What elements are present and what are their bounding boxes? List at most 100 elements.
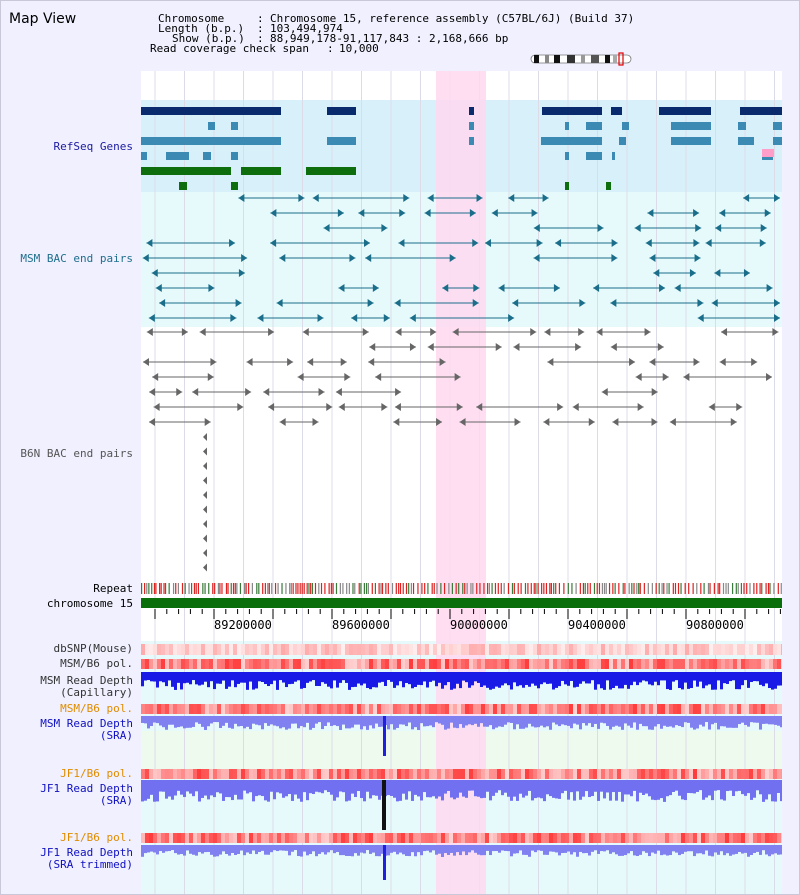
depth-bar [654,716,657,727]
depth-bar [669,845,672,856]
heatmap-cell [277,644,281,655]
depth-bar [528,672,531,687]
heatmap-cell [457,659,461,669]
depth-bar [624,780,627,795]
depth-bar [297,780,300,799]
depth-bar [417,780,420,797]
repeat-element [160,583,162,594]
depth-bar [327,845,330,853]
heatmap-cell [389,769,393,779]
page-title: Map View [9,11,77,27]
repeat-element [358,583,360,594]
gene-feature [141,152,147,160]
depth-bar [354,845,357,854]
depth-bar [366,672,369,688]
b6n-bac-pair-end [395,328,402,336]
heatmap-cell [361,659,365,669]
msm-bac-pair-end [498,284,505,292]
heatmap-cell [493,659,497,669]
b6n-bac-pair-end [751,358,758,366]
depth-bar [708,672,711,685]
depth-bar [486,716,489,727]
depth-bar [615,845,618,855]
heatmap-cell [553,644,557,655]
depth-bar [264,780,267,801]
heatmap-cell [173,644,177,655]
heatmap-cell [453,659,457,669]
heatmap-cell [577,833,581,843]
selected-region-highlight[interactable] [436,71,486,895]
track-panel[interactable] [141,71,782,895]
heatmap-cell [345,704,349,714]
depth-bar [168,672,171,681]
msm-bac-pair-end [241,254,248,262]
msm-bac-pair-end [647,209,654,217]
heatmap-cell [185,659,189,669]
msm-b6-pol-label[interactable]: MSM/B6 pol. [60,657,133,670]
msm-bac-label[interactable]: MSM BAC end pairs [20,252,133,265]
heatmap-cell [185,833,189,843]
heatmap-cell [473,769,477,779]
depth-bar [234,716,237,724]
b6n-bac-pair-end [610,343,617,351]
heatmap-tracks[interactable] [141,644,782,843]
refseq-genes-track[interactable] [141,107,782,190]
heatmap-cell [213,833,217,843]
depth-bar [186,780,189,792]
chromosome-ideogram[interactable] [529,52,635,66]
depth-bar [246,780,249,794]
gene-feature [141,137,281,145]
repeat-element [537,583,539,594]
msm-bac-pair-end [337,209,344,217]
msm-bac-track[interactable] [142,194,780,322]
heatmap-cell [669,659,673,669]
depth-bar [546,716,549,727]
msm-read-depth-sra-label[interactable]: MSM Read Depth [40,717,133,730]
depth-bar [180,716,183,727]
heatmap-cell [177,644,181,655]
heatmap-cell [309,659,313,669]
repeat-element [614,583,616,594]
heatmap-cell [741,704,745,714]
depth-bar [201,672,204,685]
heatmap-cell [537,833,541,843]
depth-bar [516,845,519,854]
depth-bar [309,845,312,855]
refseq-genes-label[interactable]: RefSeq Genes [53,140,133,153]
heatmap-cell [657,704,661,714]
heatmap-cell [765,704,769,714]
gene-feature [762,149,774,157]
depth-tracks[interactable] [141,672,782,880]
depth-bar [669,716,672,727]
b6n-bac-pair-end [344,373,351,381]
repeat-element [234,583,236,594]
depth-bar [474,780,477,797]
b6n-bac-pair-end [203,491,207,499]
depth-bar [648,780,651,797]
jf1-b6-pol-label[interactable]: JF1/B6 pol. [60,767,133,780]
b6n-bac-track[interactable] [143,328,779,572]
depth-bar [612,845,615,853]
heatmap-cell [397,659,401,669]
heatmap-cell [541,644,545,655]
dbsnp-label[interactable]: dbSNP(Mouse) [53,642,133,655]
depth-bar [189,716,192,728]
depth-bar [159,716,162,726]
b6n-bac-label[interactable]: B6N BAC end pairs [20,447,133,460]
jf1-b6-pol-trimmed-label[interactable]: JF1/B6 pol. [60,831,133,844]
heatmap-cell [193,644,197,655]
repeat-label[interactable]: Repeat [93,582,133,595]
jf1-read-depth-sra-label[interactable]: JF1 Read Depth [40,782,133,795]
depth-bar [684,716,687,723]
depth-bar [216,716,219,723]
repeat-element [239,583,242,594]
depth-bar [420,716,423,724]
repeat-track[interactable] [141,583,782,594]
jf1-read-depth-trimmed-label[interactable]: JF1 Read Depth [40,846,133,859]
msm-read-depth-capillary-label[interactable]: MSM Read Depth [40,674,133,687]
gene-feature [469,107,474,115]
heatmap-cell [745,704,749,714]
repeat-element [339,583,341,594]
heatmap-cell [521,644,525,655]
msm-b6-pol-sra-label[interactable]: MSM/B6 pol. [60,702,133,715]
